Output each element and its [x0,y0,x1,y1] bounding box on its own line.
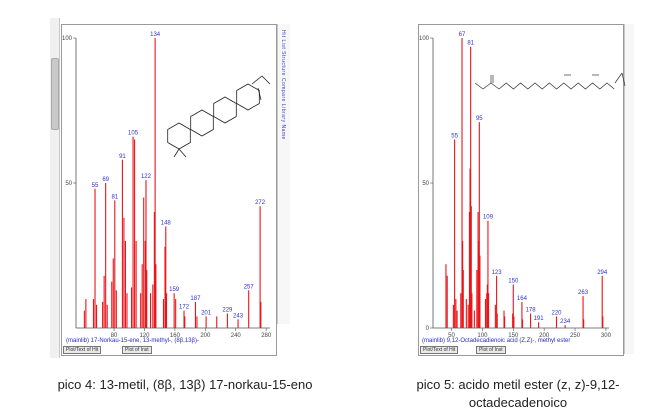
peak-label: 55 [92,183,99,189]
peak-label: 191 [534,316,545,322]
peak-label: 67 [459,32,466,38]
peak-label: 263 [578,290,589,296]
peak-label: 272 [255,200,266,206]
y-tick-label: 100 [62,36,73,42]
peak-label: 220 [552,310,563,316]
y-tick-label: 50 [65,181,72,187]
y-tick-label: 100 [419,36,430,42]
x-tick-label: 120 [139,333,150,339]
peak-label: 164 [517,296,528,302]
peak-label: 81 [111,194,118,200]
plot-frame-right [418,24,624,356]
peak-label: 69 [102,177,109,183]
peak-label: 201 [201,310,212,316]
peak-label: 159 [169,287,180,293]
x-tick-label: 280 [261,333,272,339]
peak-label: 148 [161,221,172,227]
peak-label: 105 [128,131,139,137]
peak-label: 187 [190,296,201,302]
structure-sidebar-left[interactable]: Hit List Structure Compare Library Name [277,24,290,324]
molecule-structure-left [167,75,271,158]
plot-frame-left [61,24,277,356]
x-tick-label: 200 [539,333,550,339]
tab-plot-text-right[interactable]: Plot/Text of Hit [420,346,459,354]
peak-label: 55 [451,134,458,140]
peak-label: 123 [492,270,503,276]
peak-label: 294 [597,270,608,276]
peak-label: 229 [222,308,233,314]
caption-left: pico 4: 13-metil, (8β, 13β) 17-norkau-15… [57,377,313,392]
caption-right-line1: pico 5: acido metil ester (z, z)-9,12- [416,377,620,392]
peak-label: 81 [467,41,474,47]
peak-label: 172 [179,305,190,311]
peak-label: 109 [483,215,494,221]
x-tick-label: 240 [231,333,242,339]
scrollbar-thumb[interactable] [51,58,59,130]
peak-label: 91 [119,154,126,160]
x-tick-label: 250 [570,333,581,339]
x-tick-label: 100 [477,333,488,339]
caption-right-line2: octadecadenoico [468,395,568,410]
peak-label: 134 [150,32,161,38]
footer-label-right: (mainlib) 9,12-Octadecadienoic acid (Z,Z… [422,338,571,344]
peak-label: 178 [526,308,537,314]
molecule-structure-right [474,72,626,90]
peak-label: 150 [508,279,519,285]
tab-plot-inst-left[interactable]: Plot of Inst [122,346,152,354]
peak-label: 257 [244,284,255,290]
x-tick-label: 200 [200,333,211,339]
peak-label: 95 [476,116,483,122]
x-tick-label: 80 [111,333,118,339]
peak-label: 122 [141,174,152,180]
peak-label: 243 [233,313,244,319]
x-tick-label: 160 [170,333,181,339]
y-tick-label: 50 [422,181,429,187]
peak-label: 234 [560,319,571,325]
x-tick-label: 150 [508,333,519,339]
footer-label-left: (mainlib) 17-Norkau-15-ene, 13-methyl-, … [66,338,199,344]
vertical-scrollbar-right[interactable] [624,24,634,354]
y-tick-label: 0 [426,326,430,332]
tab-plot-text-left[interactable]: Plot/Text of Hit [63,346,102,354]
spectrum-panel-left: Hit List Structure Compare Library Name … [50,18,290,358]
vertical-scrollbar-left[interactable] [50,18,60,358]
tab-plot-inst-right[interactable]: Plot of Inst [476,346,506,354]
x-tick-label: 50 [448,333,455,339]
spectrum-panel-right: 0 50 100 50 100 150 200 250 300 55 67 81 95 109 123 150… [408,18,634,358]
x-tick-label: 300 [601,333,612,339]
sidebar-label: Hit List Structure Compare Library Name [280,30,286,140]
